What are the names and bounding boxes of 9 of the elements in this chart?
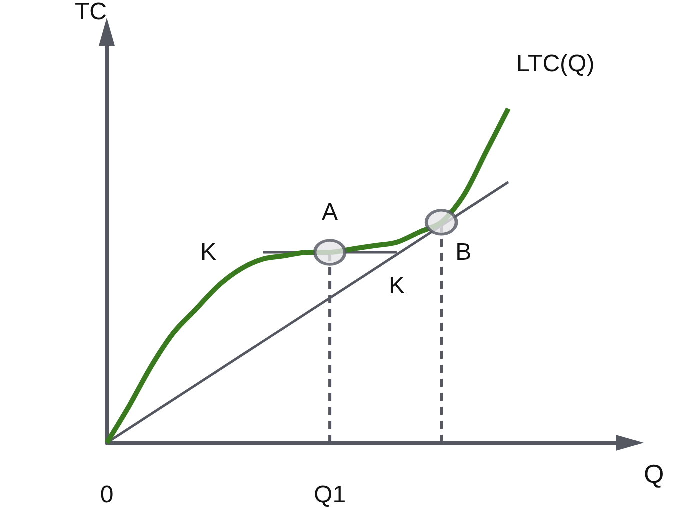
x-tick-label: 0 (100, 482, 114, 508)
annotation: K (200, 239, 217, 266)
y-axis-title: TC (75, 0, 107, 26)
x-tick-label: Q1 (314, 482, 346, 508)
series-label: LTC(Q) (516, 50, 595, 78)
annotation: B (456, 238, 472, 266)
x-axis-title: Q (644, 459, 664, 489)
annotation: A (322, 199, 338, 226)
annotation: K (388, 272, 405, 300)
